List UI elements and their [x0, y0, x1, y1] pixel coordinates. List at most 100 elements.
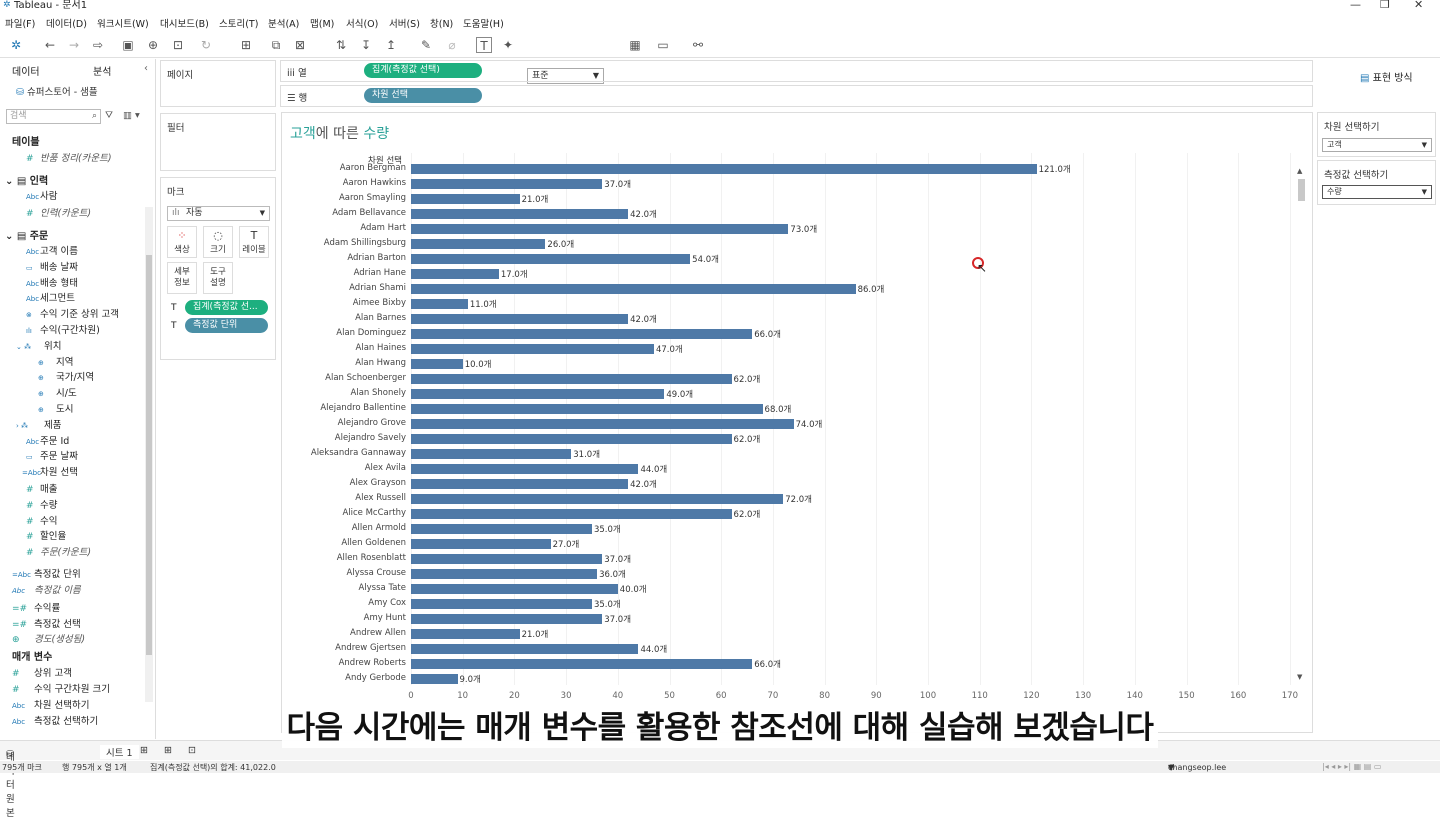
category-label[interactable]: Allen Rosenblatt — [336, 553, 406, 563]
new-worksheet-icon[interactable]: ⊞ — [140, 745, 148, 756]
bar[interactable] — [411, 629, 520, 639]
tableau-home-icon[interactable]: ✲ — [10, 38, 22, 52]
category-label[interactable]: Alejandro Savely — [334, 433, 406, 443]
category-label[interactable]: Aimee Bixby — [352, 298, 406, 308]
bar[interactable] — [411, 389, 665, 399]
duplicate-sheet-icon[interactable]: ⧉ — [271, 38, 281, 52]
param-measure-select[interactable]: Abc 측정값 선택하기 — [12, 713, 98, 727]
pages-shelf[interactable]: 페이지 — [160, 60, 276, 107]
replay-icon[interactable]: ⇨ — [92, 38, 104, 52]
bar[interactable] — [411, 209, 629, 219]
minimize-icon[interactable]: — — [1350, 0, 1361, 11]
table-orders[interactable]: ⌄ ▤ 주문 — [5, 227, 48, 242]
category-label[interactable]: Adam Hart — [360, 223, 406, 233]
view-scrollbar[interactable]: ▲ ▼ — [1295, 165, 1307, 685]
worksheet-view[interactable]: 고객에 따른 수량 차원 선택 0 10 20 30 40 50 60 70 80 90 100 11… — [281, 112, 1313, 733]
field-profit-ratio[interactable]: =# 수익률 — [12, 600, 60, 614]
bar[interactable] — [411, 239, 546, 249]
param-dim-select[interactable]: Abc 차원 선택하기 — [12, 697, 89, 711]
label-button[interactable]: T 레이블 — [239, 226, 269, 258]
field-discount[interactable]: # 할인율 — [26, 528, 66, 542]
menu-dashboard[interactable]: 대시보드(B) — [160, 19, 209, 30]
category-label[interactable]: Amy Hunt — [363, 613, 406, 623]
field-ship-date[interactable]: ▭ 배송 날짜 — [26, 259, 78, 273]
menu-server[interactable]: 서버(S) — [389, 19, 420, 30]
bar[interactable] — [411, 569, 598, 579]
bar[interactable] — [411, 314, 629, 324]
field-order-date[interactable]: ▭ 주문 날짜 — [26, 448, 78, 462]
bar[interactable] — [411, 284, 856, 294]
hierarchy-location[interactable]: ⌄ ⁂ 위치 — [16, 338, 61, 352]
bar[interactable] — [411, 329, 753, 339]
category-label[interactable]: Alex Grayson — [349, 478, 406, 488]
marks-pill-measure-select[interactable]: 집계(측정값 선... — [185, 300, 268, 315]
tab-sheet1[interactable]: 시트 1 — [100, 745, 139, 759]
menu-data[interactable]: 데이터(D) — [46, 19, 87, 30]
category-label[interactable]: Adrian Shami — [349, 283, 406, 293]
field-state[interactable]: ⊕ 시/도 — [38, 385, 77, 399]
field-orders-count[interactable]: # 주문(카운트) — [26, 544, 91, 558]
sheet-nav-icons[interactable]: |◂ ◂ ▸ ▸| ▦ ▤ ▭ — [1322, 762, 1382, 771]
new-story-icon[interactable]: ⊡ — [188, 745, 196, 756]
bar[interactable] — [411, 479, 629, 489]
category-label[interactable]: Alejandro Ballentine — [320, 403, 406, 413]
bar[interactable] — [411, 179, 603, 189]
new-worksheet-icon[interactable]: ⊞ — [240, 38, 252, 52]
bar[interactable] — [411, 224, 789, 234]
show-labels-icon[interactable]: T — [476, 37, 492, 53]
category-label[interactable]: Andrew Roberts — [338, 658, 406, 668]
bar[interactable] — [411, 509, 732, 519]
close-icon[interactable]: ✕ — [1414, 0, 1424, 11]
bar[interactable] — [411, 659, 753, 669]
rows-shelf[interactable]: ☰ 행 차원 선택 — [280, 85, 1313, 107]
menu-help[interactable]: 도움말(H) — [463, 19, 504, 30]
param-profit-bin-size[interactable]: # 수익 구간차원 크기 — [12, 681, 110, 695]
bar[interactable] — [411, 359, 463, 369]
field-quantity[interactable]: # 수량 — [26, 497, 57, 511]
bar[interactable] — [411, 404, 763, 414]
rows-pill[interactable]: 차원 선택 — [364, 88, 482, 103]
category-label[interactable]: Aaron Smayling — [338, 193, 406, 203]
bar[interactable] — [411, 539, 551, 549]
bar[interactable] — [411, 344, 654, 354]
field-dim-select[interactable]: =Abc차원 선택 — [22, 464, 78, 478]
field-measure-unit[interactable]: =Abc 측정값 단위 — [12, 566, 81, 580]
show-cards-icon[interactable]: ▦ — [629, 38, 641, 52]
menu-worksheet[interactable]: 워크시트(W) — [97, 19, 149, 30]
category-label[interactable]: Adrian Hane — [353, 268, 406, 278]
restore-icon[interactable]: ❐ — [1380, 0, 1390, 11]
datasource-name[interactable]: ⛁ 슈퍼스토어 - 샘플 — [16, 84, 98, 98]
bar[interactable] — [411, 599, 592, 609]
highlight-icon[interactable]: ✎ — [420, 38, 432, 52]
bar[interactable] — [411, 494, 784, 504]
category-label[interactable]: Amy Cox — [368, 598, 406, 608]
bar[interactable] — [411, 614, 603, 624]
bar[interactable] — [411, 194, 520, 204]
measure-dropdown[interactable]: 수량 ▼ — [1322, 185, 1432, 199]
field-profit[interactable]: # 수익 — [26, 513, 57, 527]
presentation-icon[interactable]: ▭ — [657, 38, 669, 52]
filter-icon[interactable]: ⛛ — [105, 110, 113, 121]
field-sales[interactable]: # 매출 — [26, 481, 57, 495]
detail-button[interactable]: 세부 정보 — [167, 262, 197, 294]
dimension-dropdown[interactable]: 고객 ▼ — [1322, 138, 1432, 152]
columns-pill[interactable]: 집계(측정값 선택) — [364, 63, 482, 78]
color-button[interactable]: ⁘ 색상 — [167, 226, 197, 258]
field-person[interactable]: Abc사람 — [26, 188, 57, 202]
view-options-icon[interactable]: ▥ ▾ — [123, 110, 140, 121]
bar[interactable] — [411, 254, 691, 264]
field-people-count[interactable]: # 인력(카운트) — [26, 205, 91, 219]
category-label[interactable]: Alex Avila — [364, 463, 406, 473]
category-label[interactable]: Alyssa Tate — [358, 583, 406, 593]
bar[interactable] — [411, 164, 1037, 174]
field-country[interactable]: ⊕ 국가/지역 — [38, 369, 94, 383]
field-segment[interactable]: Abc세그먼트 — [26, 290, 75, 304]
marks-pill-measure-unit[interactable]: 측정값 단위 — [185, 318, 268, 333]
show-me-button[interactable]: ▤ 표현 방식 — [1360, 69, 1413, 84]
category-label[interactable]: Andrew Allen — [350, 628, 406, 638]
category-label[interactable]: Alan Barnes — [355, 313, 406, 323]
param-top-customers[interactable]: # 상위 고객 — [12, 665, 72, 679]
field-customer-name[interactable]: Abc고객 이름 — [26, 243, 78, 257]
category-label[interactable]: Aaron Hawkins — [342, 178, 406, 188]
redo-icon[interactable]: → — [68, 38, 80, 52]
